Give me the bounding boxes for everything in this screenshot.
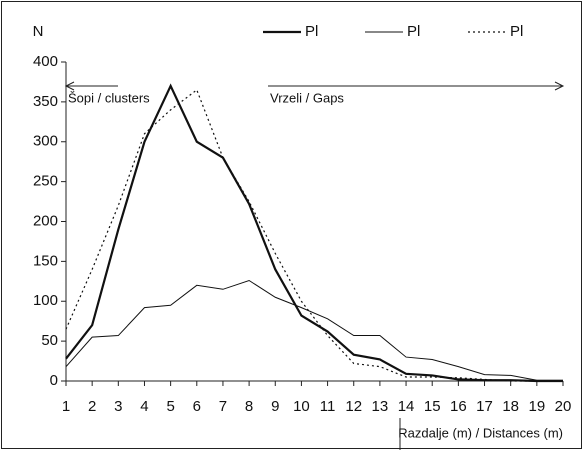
x-tick-label: 15	[424, 398, 441, 415]
legend-label: Pl	[407, 23, 420, 40]
series-line	[65, 83, 563, 383]
y-tick-label: 200	[33, 212, 58, 229]
x-tick-label: 4	[140, 398, 148, 415]
legend-label: Pl	[510, 23, 523, 40]
x-tick-label: 14	[398, 398, 415, 415]
x-tick-label: 1	[62, 398, 70, 415]
y-tick-label: 50	[41, 332, 58, 349]
y-tick-label: 250	[33, 173, 58, 190]
x-tick-label: 12	[345, 398, 362, 415]
y-tick-label: 300	[33, 133, 58, 150]
x-tick-label: 8	[245, 398, 253, 415]
annotation: Vrzeli / Gaps	[270, 90, 344, 105]
x-tick-label: 9	[271, 398, 279, 415]
x-tick-label: 10	[293, 398, 310, 415]
x-tick-label: 19	[528, 398, 545, 415]
x-tick-label: 2	[88, 398, 96, 415]
y-tick-label: 100	[33, 292, 58, 309]
x-tick-label: 6	[193, 398, 201, 415]
x-tick-label: 11	[320, 398, 336, 415]
y-tick-label: 350	[33, 93, 58, 110]
series-line	[65, 88, 563, 382]
x-tick-label: 5	[166, 398, 174, 415]
x-tick-label: 16	[450, 398, 467, 415]
y-tick-label: 400	[33, 53, 58, 70]
y-tick-label: 150	[33, 252, 58, 269]
legend-label: Pl	[305, 23, 318, 40]
annotation: Šopi / clusters	[68, 90, 150, 105]
x-tick-label: 18	[502, 398, 519, 415]
x-tick-label: 17	[476, 398, 493, 415]
series-line	[65, 279, 563, 381]
arrowhead	[554, 81, 565, 91]
x-tick-label: 3	[114, 398, 122, 415]
x-tick-label: 7	[219, 398, 227, 415]
y-axis-label: N	[33, 23, 44, 40]
y-tick-label: 0	[50, 372, 58, 389]
x-axis-label: Razdalje (m) / Distances (m)	[398, 425, 563, 440]
x-tick-label: 13	[372, 398, 389, 415]
x-tick-label: 20	[555, 398, 572, 415]
annotation-arrows	[64, 81, 565, 91]
